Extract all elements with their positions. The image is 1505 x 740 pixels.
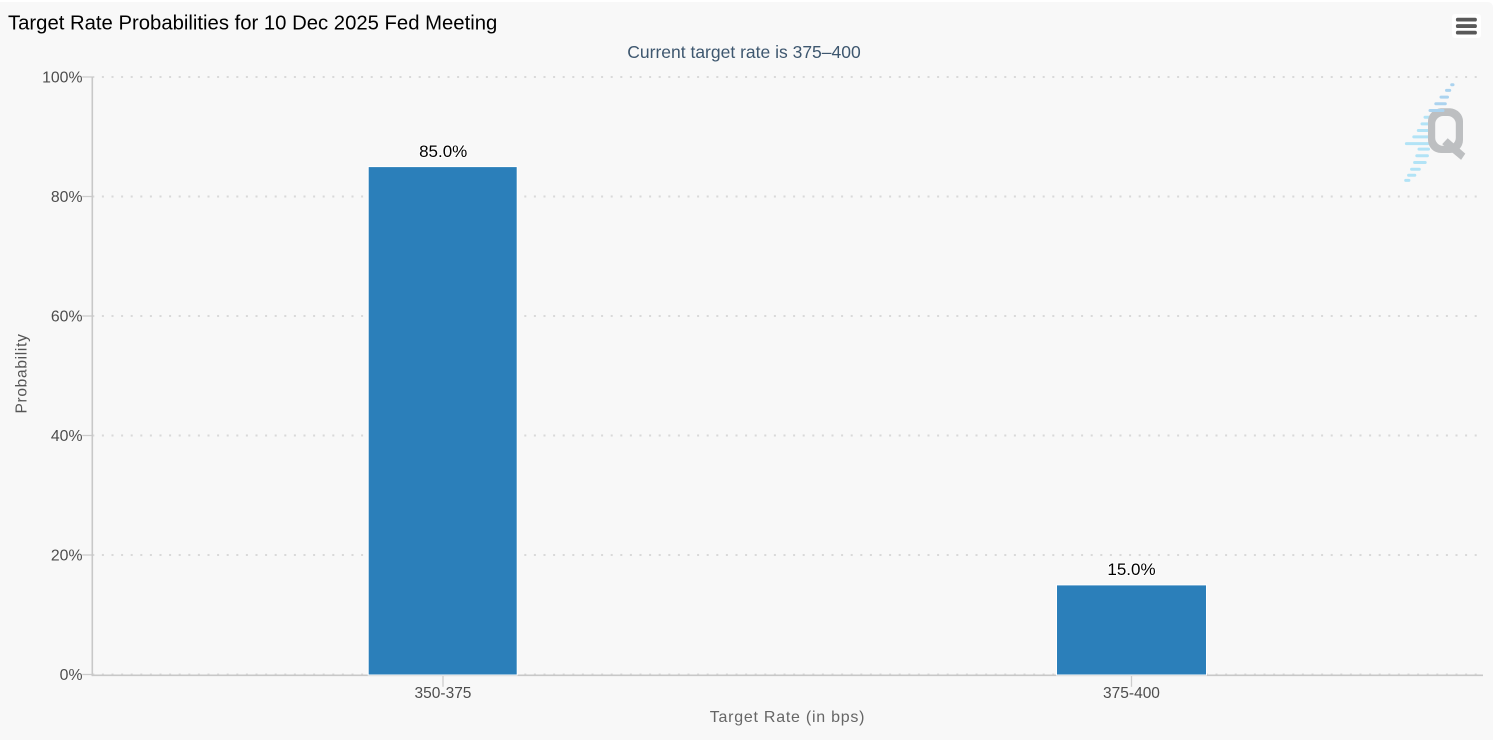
svg-text:375-400: 375-400 xyxy=(1103,685,1160,702)
svg-text:Current target rate is 375–400: Current target rate is 375–400 xyxy=(627,42,861,62)
svg-text:60%: 60% xyxy=(51,309,83,326)
svg-text:100%: 100% xyxy=(42,70,82,87)
svg-text:20%: 20% xyxy=(51,548,83,565)
svg-text:Target Rate (in bps): Target Rate (in bps) xyxy=(710,709,866,726)
svg-text:350-375: 350-375 xyxy=(415,685,472,702)
svg-text:Target Rate Probabilities for: Target Rate Probabilities for 10 Dec 202… xyxy=(8,13,497,35)
svg-text:85.0%: 85.0% xyxy=(419,142,467,161)
svg-text:15.0%: 15.0% xyxy=(1107,560,1155,579)
svg-text:Probability: Probability xyxy=(14,333,31,413)
svg-text:40%: 40% xyxy=(51,428,83,445)
svg-text:80%: 80% xyxy=(51,189,83,206)
svg-text:0%: 0% xyxy=(60,667,83,684)
